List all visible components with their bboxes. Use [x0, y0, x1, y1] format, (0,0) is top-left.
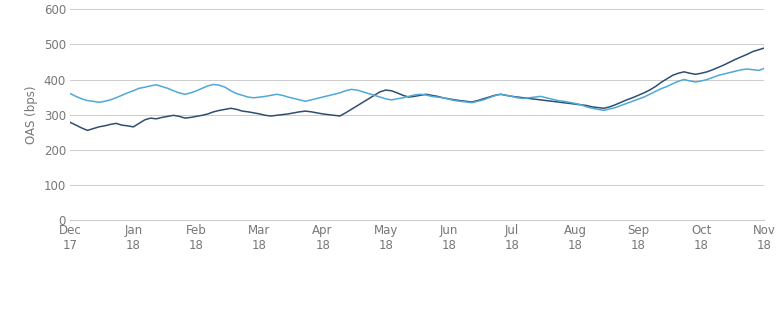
Y-axis label: OAS (bps): OAS (bps): [25, 85, 38, 144]
